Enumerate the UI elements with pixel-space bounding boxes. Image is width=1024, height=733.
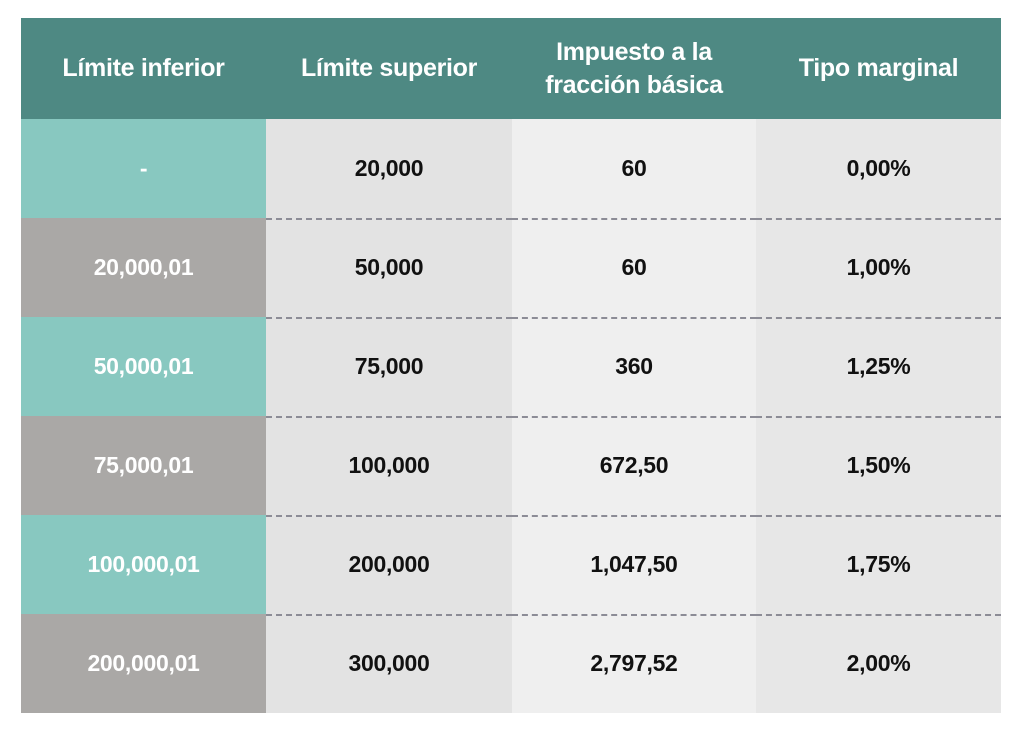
upper-limit-cell: 200,000 (266, 515, 512, 614)
tax-bracket-table: Límite inferior Límite superior Impuesto… (21, 18, 1001, 713)
upper-limit-cell: 20,000 (266, 119, 512, 218)
base-tax-cell: 60 (512, 218, 756, 317)
upper-limit-cell: 50,000 (266, 218, 512, 317)
marginal-rate-cell: 2,00% (756, 614, 1001, 713)
lower-limit-cell: 75,000,01 (21, 416, 266, 515)
marginal-rate-cell: 1,50% (756, 416, 1001, 515)
lower-limit-cell: 100,000,01 (21, 515, 266, 614)
base-tax-cell: 60 (512, 119, 756, 218)
base-tax-cell: 360 (512, 317, 756, 416)
upper-limit-cell: 100,000 (266, 416, 512, 515)
header-impuesto-fraccion-basica: Impuesto a la fracción básica (512, 18, 756, 119)
upper-limit-cell: 300,000 (266, 614, 512, 713)
base-tax-cell: 1,047,50 (512, 515, 756, 614)
marginal-rate-cell: 0,00% (756, 119, 1001, 218)
lower-limit-cell: 200,000,01 (21, 614, 266, 713)
lower-limit-cell: 50,000,01 (21, 317, 266, 416)
header-tipo-marginal: Tipo marginal (756, 18, 1001, 119)
base-tax-cell: 672,50 (512, 416, 756, 515)
marginal-rate-cell: 1,00% (756, 218, 1001, 317)
base-tax-cell: 2,797,52 (512, 614, 756, 713)
header-limite-superior: Límite superior (266, 18, 512, 119)
upper-limit-cell: 75,000 (266, 317, 512, 416)
header-limite-inferior: Límite inferior (21, 18, 266, 119)
lower-limit-cell: - (21, 119, 266, 218)
marginal-rate-cell: 1,25% (756, 317, 1001, 416)
lower-limit-cell: 20,000,01 (21, 218, 266, 317)
marginal-rate-cell: 1,75% (756, 515, 1001, 614)
